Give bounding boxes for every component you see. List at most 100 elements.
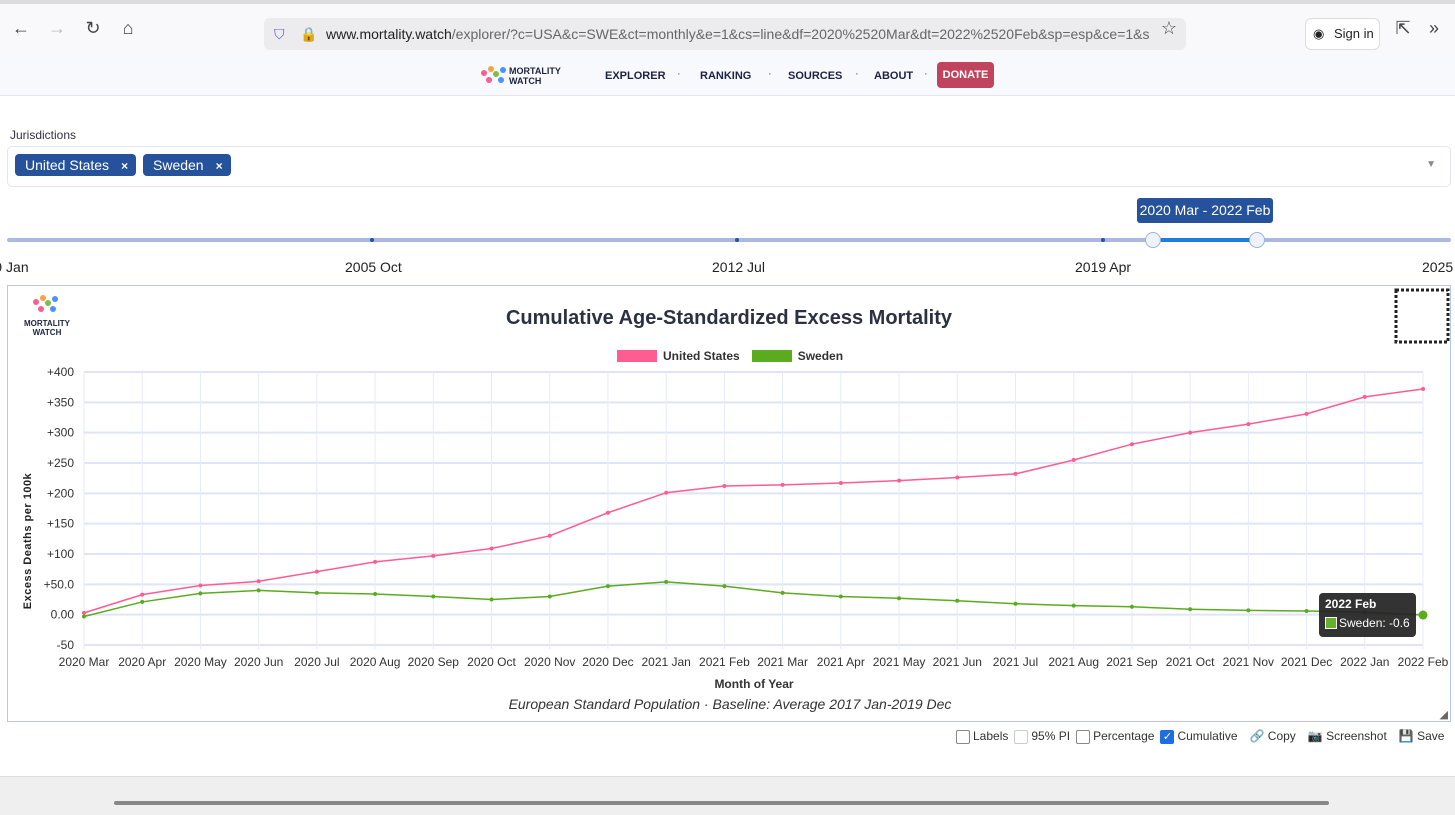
- nav-about[interactable]: ABOUT: [874, 70, 914, 82]
- x-tick-label: 2021 Sep: [1106, 655, 1158, 669]
- data-point: [547, 533, 552, 538]
- checkbox[interactable]: [956, 729, 970, 744]
- data-point: [1071, 457, 1076, 462]
- data-point: [314, 590, 319, 595]
- cumulative-checkbox[interactable]: ✓ Cumulative: [1160, 729, 1238, 744]
- x-tick-label: 2021 Aug: [1048, 655, 1099, 669]
- checkbox-label: Percentage: [1093, 729, 1155, 743]
- x-tick-label: 2020 Jul: [294, 655, 339, 669]
- sign-in-button[interactable]: ◉ Sign in: [1305, 18, 1380, 50]
- nav-separator: ·: [768, 68, 772, 80]
- slider-tick: [735, 238, 739, 242]
- slider-handle-end[interactable]: [1249, 232, 1265, 248]
- chevron-down-icon[interactable]: ▼: [1426, 159, 1436, 170]
- legend-swatch: [617, 350, 657, 362]
- slider-handle-start[interactable]: [1145, 232, 1161, 248]
- checkbox[interactable]: [1076, 729, 1091, 744]
- horizontal-scrollbar-area: [0, 776, 1455, 815]
- data-point: [82, 614, 86, 619]
- forward-icon[interactable]: →: [48, 18, 66, 38]
- data-point: [1304, 411, 1309, 416]
- data-point: [664, 490, 669, 495]
- data-point: [897, 596, 902, 601]
- chart-title: Cumulative Age-Standardized Excess Morta…: [505, 307, 953, 329]
- chart-controls: Labels 95% PI Percentage ✓ Cumulative 🔗 C…: [956, 729, 1444, 744]
- home-icon[interactable]: ⌂: [122, 18, 134, 38]
- x-tick-label: 2021 Jan: [641, 655, 690, 669]
- slider-selection: [1153, 238, 1257, 242]
- data-point: [431, 553, 436, 558]
- x-tick-label: 2020 May: [174, 655, 227, 669]
- x-tick-label: 2021 Apr: [817, 655, 865, 669]
- checkbox[interactable]: ✓: [1160, 729, 1175, 744]
- jurisdictions-label: Jurisdictions: [10, 128, 77, 142]
- bookmark-star-icon[interactable]: ☆: [1160, 18, 1178, 38]
- copy-label: Copy: [1267, 729, 1296, 744]
- legend-label[interactable]: United States: [663, 349, 740, 363]
- data-point: [897, 478, 902, 483]
- slider-tick-label: 2005 Oct: [345, 259, 402, 275]
- y-tick-label: +250: [47, 456, 74, 470]
- jurisdiction-chip: United States ×: [15, 154, 137, 176]
- data-point: [140, 599, 145, 604]
- x-tick-label: 2020 Nov: [524, 655, 575, 669]
- donate-button[interactable]: DONATE: [937, 62, 994, 88]
- data-point: [373, 559, 378, 564]
- url-bar[interactable]: ⛉ 🔒 www.mortality.watch/explorer/?c=USA&…: [264, 18, 1186, 50]
- chip-label: United States: [25, 157, 110, 173]
- data-point: [1188, 430, 1193, 435]
- data-point: [256, 588, 261, 593]
- back-icon[interactable]: ←: [12, 18, 30, 38]
- series-line: [83, 388, 1424, 614]
- percentage-checkbox[interactable]: Percentage: [1076, 729, 1154, 744]
- reload-icon[interactable]: ↻: [85, 18, 101, 38]
- data-point: [1013, 471, 1018, 476]
- y-tick-label: +400: [47, 365, 74, 379]
- x-tick-label: 2021 Oct: [1166, 655, 1215, 669]
- checkbox-label: 95% PI: [1031, 729, 1071, 743]
- y-tick-label: +350: [47, 395, 74, 409]
- x-tick-label: 2020 Apr: [118, 655, 166, 669]
- checkbox[interactable]: [1014, 729, 1029, 744]
- checkbox-label: Labels: [973, 729, 1009, 743]
- data-point: [664, 579, 669, 584]
- remove-icon[interactable]: ×: [215, 159, 223, 173]
- nav-sources[interactable]: SOURCES: [788, 70, 843, 82]
- pi-checkbox[interactable]: 95% PI: [1014, 729, 1070, 744]
- legend-label[interactable]: Sweden: [797, 349, 844, 363]
- screenshot-label: Screenshot: [1326, 729, 1387, 744]
- x-tick-label: 2020 Jun: [234, 655, 283, 669]
- data-point: [1418, 610, 1428, 620]
- jurisdictions-select[interactable]: ▼: [7, 146, 1451, 187]
- shield-icon: ⛉: [274, 26, 285, 42]
- labels-checkbox[interactable]: Labels: [956, 729, 1008, 744]
- site-logo[interactable]: MORTALITY WATCH: [479, 64, 579, 88]
- slider-tick-label: 1999 Jan: [0, 259, 29, 275]
- y-tick-label: +300: [47, 426, 74, 440]
- save-button[interactable]: 💾 Save: [1399, 729, 1445, 743]
- x-tick-label: 2021 Nov: [1223, 655, 1274, 669]
- x-tick-label: 2021 Mar: [757, 655, 808, 669]
- nav-explorer[interactable]: EXPLORER: [605, 70, 666, 82]
- extensions-icon[interactable]: ⇱: [1395, 18, 1411, 38]
- slider-tick-label: 2019 Apr: [1075, 259, 1132, 275]
- horizontal-scrollbar[interactable]: [114, 801, 1329, 805]
- slider-range-tooltip: 2020 Mar - 2022 Feb: [1137, 198, 1273, 223]
- nav-ranking[interactable]: RANKING: [700, 70, 752, 82]
- date-range-slider[interactable]: [7, 238, 1451, 242]
- screenshot-button[interactable]: 📷 Screenshot: [1308, 729, 1387, 743]
- overflow-icon[interactable]: »: [1428, 18, 1439, 38]
- data-point: [489, 597, 494, 602]
- resize-handle-icon[interactable]: ◢: [1439, 709, 1448, 721]
- data-point: [605, 510, 610, 515]
- x-tick-label: 2020 Oct: [467, 655, 516, 669]
- data-point: [838, 594, 843, 599]
- nav-separator: ·: [855, 68, 859, 80]
- data-point: [431, 594, 436, 599]
- x-tick-label: 2021 Dec: [1281, 655, 1332, 669]
- remove-icon[interactable]: ×: [121, 159, 129, 173]
- chart-logo-text: MORTALITY WATCH: [23, 319, 71, 337]
- chart-legend: United States Sweden: [617, 349, 843, 363]
- sign-in-label: Sign in: [1334, 26, 1374, 41]
- copy-button[interactable]: 🔗 Copy: [1250, 729, 1296, 743]
